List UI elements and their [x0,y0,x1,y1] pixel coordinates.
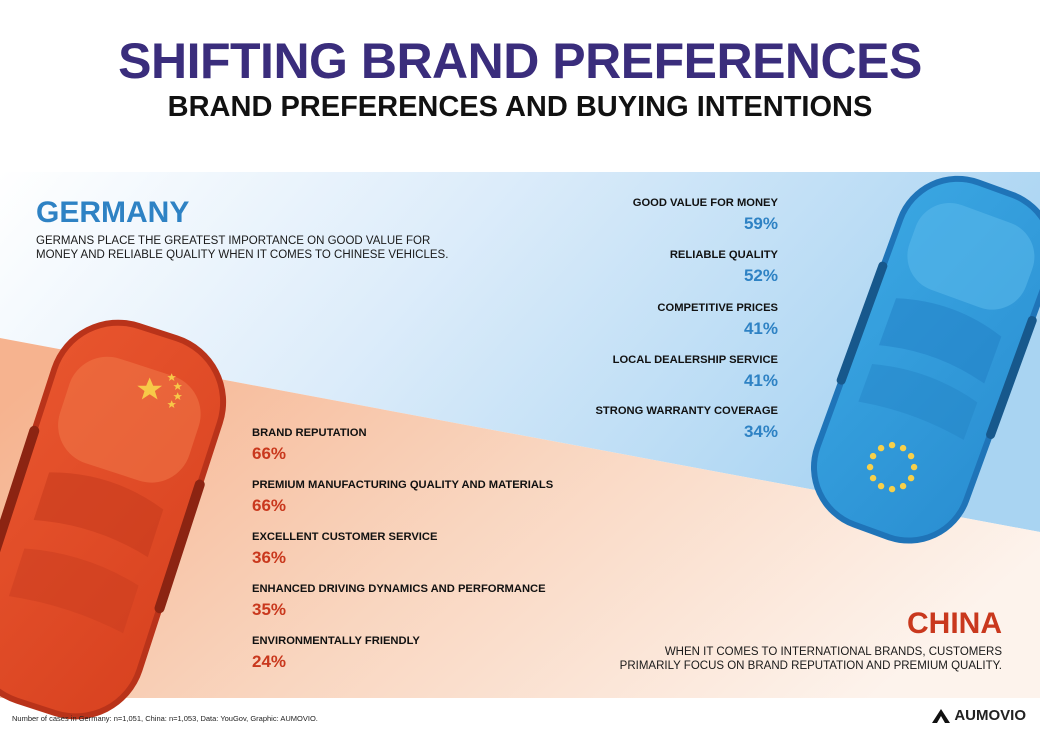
china-description-line: PRIMARILY FOCUS ON BRAND REPUTATION AND … [619,660,1002,672]
footnote: Number of cases in Germany: n=1,051, Chi… [12,714,318,723]
germany-stat-item: STRONG WARRANTY COVERAGE 34% [595,404,778,443]
stat-label: ENHANCED DRIVING DYNAMICS AND PERFORMANC… [252,583,546,595]
page-title: SHIFTING BRAND PREFERENCES [118,33,922,89]
red-car-illustration [0,319,227,720]
china-stat-item: ENHANCED DRIVING DYNAMICS AND PERFORMANC… [252,582,546,621]
germany-stat-item: COMPETITIVE PRICES 41% [657,301,778,340]
china-flag-icon [137,373,183,408]
stat-value: 52% [743,266,778,285]
china-stat-item: BRAND REPUTATION 66% [252,426,367,465]
china-heading: CHINA [907,607,1002,640]
stat-label: LOCAL DEALERSHIP SERVICE [612,354,778,366]
eu-flag-icon [866,441,918,493]
germany-description-line: MONEY AND RELIABLE QUALITY WHEN IT COMES… [36,249,449,261]
stat-label: PREMIUM MANUFACTURING QUALITY AND MATERI… [252,479,554,491]
stat-value: 59% [743,214,778,233]
stat-value: 41% [743,371,778,390]
stat-label: STRONG WARRANTY COVERAGE [595,405,778,417]
brand-logo: AUMOVIO [932,706,1026,726]
stat-value: 24% [252,652,287,671]
china-description: WHEN IT COMES TO INTERNATIONAL BRANDS, C… [620,645,1002,673]
germany-stat-item: GOOD VALUE FOR MONEY 59% [633,196,778,235]
stat-label: RELIABLE QUALITY [669,249,778,261]
page-subtitle: BRAND PREFERENCES AND BUYING INTENTIONS [167,91,873,123]
stat-label: COMPETITIVE PRICES [657,302,778,314]
china-stat-item: ENVIRONMENTALLY FRIENDLY 24% [252,634,420,673]
china-stat-item: PREMIUM MANUFACTURING QUALITY AND MATERI… [252,478,553,517]
stat-value: 35% [252,600,287,619]
stat-label: ENVIRONMENTALLY FRIENDLY [252,635,420,647]
germany-stat-item: LOCAL DEALERSHIP SERVICE 41% [613,353,778,392]
germany-heading: GERMANY [36,196,190,229]
stat-value: 66% [252,444,287,463]
blue-car-illustration [810,175,1040,544]
germany-stat-item: RELIABLE QUALITY 52% [670,248,778,287]
stat-label: GOOD VALUE FOR MONEY [632,197,778,209]
stat-value: 36% [252,548,287,567]
stat-value: 66% [252,496,287,515]
brand-name: AUMOVIO [954,707,1026,724]
stat-value: 41% [743,319,778,338]
germany-description-line: GERMANS PLACE THE GREATEST IMPORTANCE ON… [36,235,431,247]
china-stat-item: EXCELLENT CUSTOMER SERVICE 36% [252,530,437,569]
germany-description: GERMANS PLACE THE GREATEST IMPORTANCE ON… [36,234,448,262]
stat-label: BRAND REPUTATION [252,427,367,439]
china-description-line: WHEN IT COMES TO INTERNATIONAL BRANDS, C… [664,646,1002,658]
stat-value: 34% [743,422,778,441]
stat-label: EXCELLENT CUSTOMER SERVICE [252,531,438,543]
aumovio-logo-icon [932,709,951,723]
